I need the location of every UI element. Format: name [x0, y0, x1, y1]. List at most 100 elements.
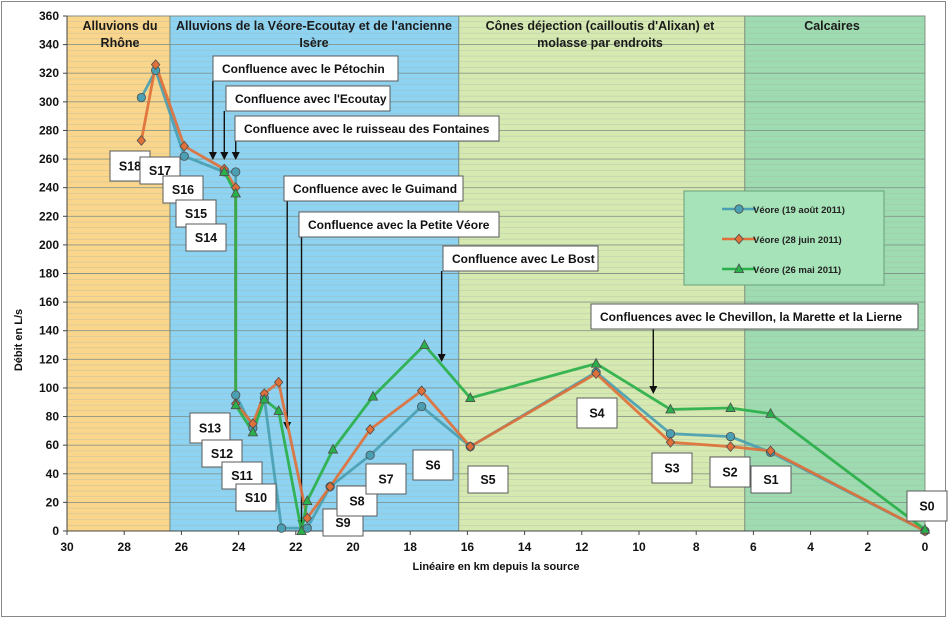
station-label: S17	[149, 164, 171, 178]
station-label: S0	[919, 500, 934, 514]
data-point	[259, 393, 270, 404]
y-axis-title: Débit en L/s	[13, 309, 25, 371]
annotation-label: Confluence avec la Petite Véore	[308, 218, 490, 232]
data-point	[231, 390, 241, 400]
station-label: S10	[245, 491, 267, 505]
station-label: S7	[378, 473, 393, 487]
station-box	[175, 199, 217, 228]
data-point	[665, 436, 676, 448]
x-tick-label: 18	[404, 540, 418, 554]
legend-box	[683, 190, 885, 286]
annotation-box	[283, 175, 464, 202]
data-point	[733, 263, 745, 274]
data-point	[365, 450, 375, 460]
station-label: S5	[480, 473, 495, 487]
station-label: S15	[185, 207, 207, 221]
data-point	[734, 233, 744, 245]
y-tick-labels: 0 20 40 60 80 100 120 140 160 180 200 220 240 260 280 3…	[39, 9, 67, 538]
station-label: S3	[664, 462, 679, 476]
station-label: S16	[172, 183, 194, 197]
zone-labels: Alluvions du Rhône Alluvions de la Véore-E…	[83, 19, 860, 50]
station-box	[467, 465, 509, 494]
station-label: S12	[211, 447, 233, 461]
legend-label: Véore (28 juin 2011)	[753, 235, 842, 246]
x-tick-label: 30	[60, 540, 74, 554]
station-box	[139, 156, 181, 185]
station-label: S2	[722, 466, 737, 480]
data-point	[367, 390, 379, 401]
annotation-arrowhead	[220, 152, 229, 160]
x-tick-label: 2	[864, 540, 871, 554]
data-point	[230, 399, 242, 410]
station-box	[576, 397, 618, 429]
station-box	[651, 452, 693, 484]
y-tick-label: 40	[46, 467, 60, 481]
annotation-label: Confluence avec l'Ecoutay	[235, 92, 387, 106]
station-label: S6	[425, 459, 440, 473]
x-tick-label: 14	[518, 540, 532, 554]
y-tick-label: 120	[39, 352, 59, 366]
annotation-box	[234, 115, 500, 142]
data-point	[416, 385, 427, 397]
data-point	[231, 167, 241, 177]
y-tick-label: 180	[39, 267, 59, 281]
x-tick-labels: 30 28 26 24 22 20 18 16 14 12 10 8 6 4 2 0	[60, 531, 929, 554]
station-box	[336, 485, 378, 517]
annotation-arrowhead	[649, 386, 658, 394]
station-label: S9	[335, 516, 350, 530]
y-tick-label: 220	[39, 209, 59, 223]
annotation-arrowhead	[231, 152, 240, 160]
station-box	[709, 456, 751, 488]
x-tick-label: 0	[922, 540, 929, 554]
y-tick-label: 160	[39, 295, 59, 309]
data-point	[327, 443, 339, 454]
y-tick-label: 60	[46, 438, 60, 452]
x-tick-label: 24	[232, 540, 246, 554]
data-point	[725, 441, 736, 453]
data-point	[765, 407, 776, 418]
y-tick-label: 260	[39, 152, 59, 166]
x-tick-label: 12	[575, 540, 589, 554]
x-tick-label: 4	[807, 540, 814, 554]
data-point	[219, 166, 230, 176]
zone-label: Alluvions du	[83, 19, 158, 33]
y-tick-label: 360	[39, 9, 59, 23]
station-box	[906, 490, 948, 522]
data-point	[665, 429, 676, 439]
data-point	[302, 512, 312, 524]
data-point	[591, 368, 601, 380]
x-tick-label: 10	[632, 540, 646, 554]
x-tick-label: 6	[750, 540, 757, 554]
annotation-label: Confluence avec Le Bost	[452, 252, 595, 266]
y-tick-label: 300	[39, 95, 59, 109]
y-tick-label: 280	[39, 123, 59, 137]
data-point	[665, 403, 676, 414]
data-point	[150, 59, 161, 71]
y-tick-label: 140	[39, 324, 59, 338]
annotation-arrowhead	[208, 152, 217, 160]
data-point	[273, 404, 284, 415]
annotation-box	[225, 85, 391, 112]
station-box	[162, 175, 204, 204]
data-point	[734, 204, 744, 214]
data-point	[276, 523, 287, 533]
station-label: S1	[763, 473, 778, 487]
data-point	[247, 426, 259, 437]
y-tick-label: 80	[46, 410, 60, 424]
annotation-arrowhead	[437, 354, 446, 362]
station-label: S4	[589, 407, 604, 421]
x-tick-label: 22	[289, 540, 303, 554]
station-label: S8	[349, 495, 364, 509]
x-tick-label: 28	[118, 540, 132, 554]
zone-label: Cônes déjection (cailloutis d'Alixan) et	[486, 19, 716, 33]
data-point	[273, 376, 284, 388]
data-point	[179, 140, 189, 152]
legend-label: Véore (19 août 2011)	[753, 205, 845, 216]
y-tick-label: 0	[52, 524, 59, 538]
annotation-box	[298, 211, 500, 238]
data-point	[417, 401, 427, 412]
annotation-box	[212, 55, 399, 82]
station-box	[185, 223, 227, 252]
station-box	[750, 465, 792, 494]
